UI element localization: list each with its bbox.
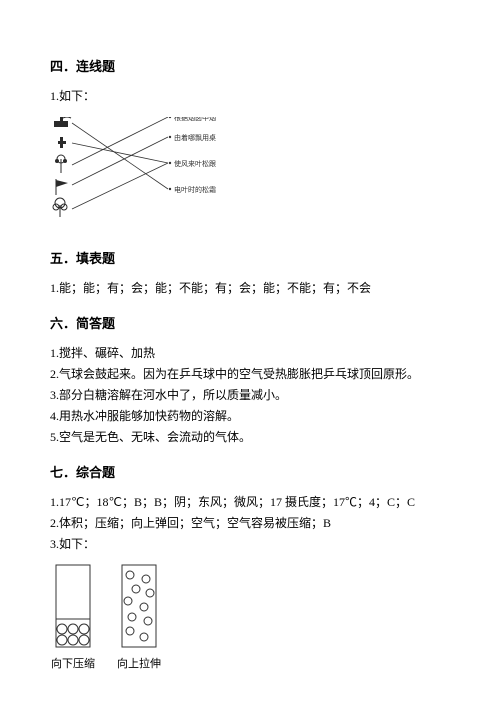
section-7-item: 1.17℃；18℃；B；B；阴；东风；微风；17 摄氏度；17℃；4；C；C (50, 493, 450, 511)
section-6-title: 六．简答题 (50, 313, 450, 332)
section-6-item: 5.空气是无色、无味、会流动的气体。 (50, 428, 450, 446)
section-7-item: 3.如下： (50, 535, 450, 553)
match-label-3: 电叶时的松霜 (174, 185, 216, 194)
section-4-title: 四．连线题 (50, 56, 450, 75)
section-4-item-1: 1.如下： (50, 87, 450, 105)
match-label-2: 使风来叶松跟 (174, 159, 216, 168)
section-5-item-1: 1.能；能；有；会；能；不能；有；会；能；不能；有；不会 (50, 279, 450, 297)
matching-diagram: 根据烟囱中烟 由着哪飘用桌 使风来叶松跟 电叶时的松霜 (50, 117, 450, 232)
match-label-0: 根据烟囱中烟 (174, 117, 216, 122)
syringe-stretched: 向上拉伸 (116, 563, 162, 671)
section-7-item: 2.体积；压缩；向上弹回；空气；空气容易被压缩；B (50, 514, 450, 532)
section-7-title: 七．综合题 (50, 462, 450, 481)
section-7-list: 1.17℃；18℃；B；B；阴；东风；微风；17 摄氏度；17℃；4；C；C 2… (50, 493, 450, 553)
section-6-item: 2.气球会鼓起来。因为在乒乓球中的空气受热膨胀把乒乓球顶回原形。 (50, 365, 450, 383)
syringe-label-compress: 向下压缩 (51, 655, 95, 671)
syringe-diagrams: 向下压缩 向上拉伸 (50, 563, 450, 671)
syringe-label-stretch: 向上拉伸 (117, 655, 161, 671)
section-6-item: 1.搅拌、碾碎、加热 (50, 344, 450, 362)
section-6-item: 3.部分白糖溶解在河水中了，所以质量减小。 (50, 386, 450, 404)
section-5-title: 五．填表题 (50, 248, 450, 267)
section-6-item: 4.用热水冲服能够加快药物的溶解。 (50, 407, 450, 425)
match-label-1: 由着哪飘用桌 (174, 133, 216, 142)
syringe-compressed: 向下压缩 (50, 563, 96, 671)
section-6-list: 1.搅拌、碾碎、加热 2.气球会鼓起来。因为在乒乓球中的空气受热膨胀把乒乓球顶回… (50, 344, 450, 446)
